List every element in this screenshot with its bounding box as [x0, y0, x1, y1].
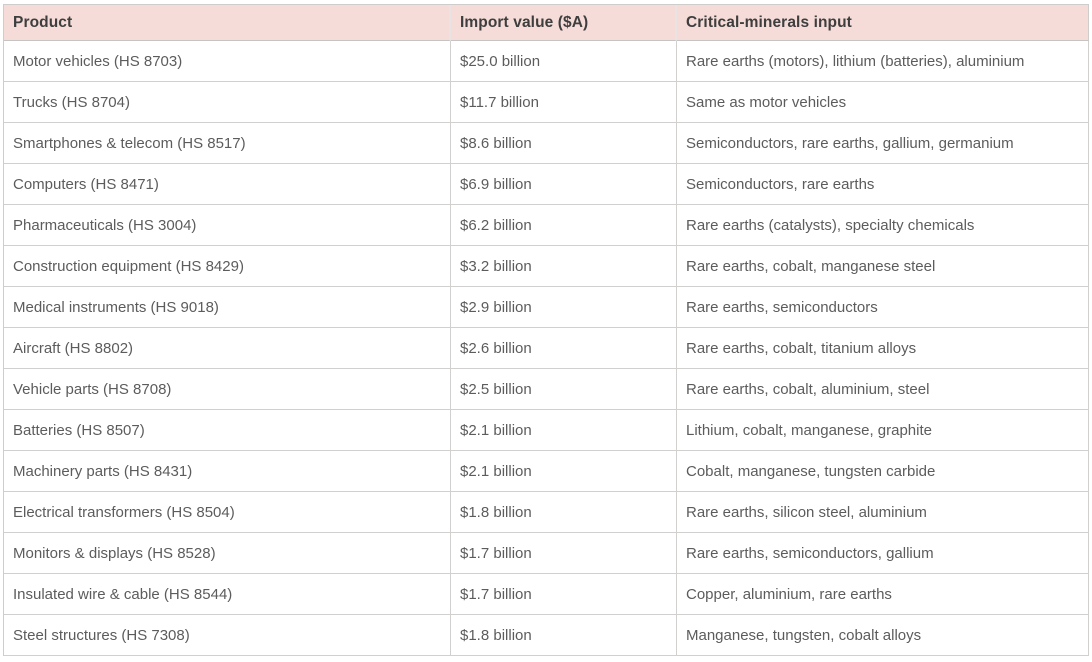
cell-import-value: $2.1 billion — [451, 410, 677, 451]
cell-product: Aircraft (HS 8802) — [4, 328, 451, 369]
cell-product: Motor vehicles (HS 8703) — [4, 41, 451, 82]
table-row: Medical instruments (HS 9018) $2.9 billio… — [4, 287, 1089, 328]
cell-minerals: Semiconductors, rare earths — [677, 164, 1089, 205]
cell-minerals: Rare earths, cobalt, titanium alloys — [677, 328, 1089, 369]
cell-minerals: Lithium, cobalt, manganese, graphite — [677, 410, 1089, 451]
cell-import-value: $8.6 billion — [451, 123, 677, 164]
column-header-minerals-input: Critical-minerals input — [677, 5, 1089, 41]
cell-minerals: Semiconductors, rare earths, gallium, ge… — [677, 123, 1089, 164]
table-row: Pharmaceuticals (HS 3004) $6.2 billion Rar… — [4, 205, 1089, 246]
cell-import-value: $2.1 billion — [451, 451, 677, 492]
column-header-product: Product — [4, 5, 451, 41]
cell-product: Monitors & displays (HS 8528) — [4, 533, 451, 574]
cell-import-value: $1.7 billion — [451, 574, 677, 615]
cell-product: Insulated wire & cable (HS 8544) — [4, 574, 451, 615]
cell-product: Medical instruments (HS 9018) — [4, 287, 451, 328]
cell-product: Batteries (HS 8507) — [4, 410, 451, 451]
table-row: Machinery parts (HS 8431) $2.1 billion Cob… — [4, 451, 1089, 492]
cell-minerals: Rare earths, semiconductors — [677, 287, 1089, 328]
cell-minerals: Cobalt, manganese, tungsten carbide — [677, 451, 1089, 492]
critical-minerals-imports-table: Product Import value ($A) Critical-miner… — [3, 4, 1089, 656]
imports-table-container: Product Import value ($A) Critical-miner… — [3, 4, 1089, 656]
cell-product: Construction equipment (HS 8429) — [4, 246, 451, 287]
cell-minerals: Copper, aluminium, rare earths — [677, 574, 1089, 615]
cell-import-value: $2.5 billion — [451, 369, 677, 410]
cell-product: Steel structures (HS 7308) — [4, 615, 451, 656]
table-row: Motor vehicles (HS 8703) $25.0 billion Rar… — [4, 41, 1089, 82]
cell-import-value: $3.2 billion — [451, 246, 677, 287]
column-header-import-value: Import value ($A) — [451, 5, 677, 41]
cell-product: Computers (HS 8471) — [4, 164, 451, 205]
cell-product: Smartphones & telecom (HS 8517) — [4, 123, 451, 164]
cell-minerals: Rare earths, cobalt, manganese steel — [677, 246, 1089, 287]
cell-minerals: Rare earths (motors), lithium (batteries… — [677, 41, 1089, 82]
cell-product: Machinery parts (HS 8431) — [4, 451, 451, 492]
cell-import-value: $1.8 billion — [451, 615, 677, 656]
cell-import-value: $1.8 billion — [451, 492, 677, 533]
cell-minerals: Manganese, tungsten, cobalt alloys — [677, 615, 1089, 656]
cell-minerals: Rare earths, cobalt, aluminium, steel — [677, 369, 1089, 410]
cell-import-value: $6.2 billion — [451, 205, 677, 246]
cell-import-value: $6.9 billion — [451, 164, 677, 205]
table-row: Computers (HS 8471) $6.9 billion Semicondu… — [4, 164, 1089, 205]
cell-import-value: $25.0 billion — [451, 41, 677, 82]
table-body: Motor vehicles (HS 8703) $25.0 billion Rar… — [4, 41, 1089, 656]
table-row: Construction equipment (HS 8429) $3.2 bil… — [4, 246, 1089, 287]
cell-minerals: Rare earths, silicon steel, aluminium — [677, 492, 1089, 533]
cell-minerals: Rare earths (catalysts), specialty chemi… — [677, 205, 1089, 246]
cell-import-value: $11.7 billion — [451, 82, 677, 123]
cell-product: Pharmaceuticals (HS 3004) — [4, 205, 451, 246]
table-row: Batteries (HS 8507) $2.1 billion Lithium, … — [4, 410, 1089, 451]
cell-import-value: $2.6 billion — [451, 328, 677, 369]
cell-product: Vehicle parts (HS 8708) — [4, 369, 451, 410]
cell-minerals: Same as motor vehicles — [677, 82, 1089, 123]
cell-product: Trucks (HS 8704) — [4, 82, 451, 123]
cell-minerals: Rare earths, semiconductors, gallium — [677, 533, 1089, 574]
table-row: Electrical transformers (HS 8504) $1.8 bi… — [4, 492, 1089, 533]
table-row: Trucks (HS 8704) $11.7 billion Same as mot… — [4, 82, 1089, 123]
table-row: Smartphones & telecom (HS 8517) $8.6 bill… — [4, 123, 1089, 164]
cell-product: Electrical transformers (HS 8504) — [4, 492, 451, 533]
table-row: Insulated wire & cable (HS 8544) $1.7 bil… — [4, 574, 1089, 615]
header-row: Product Import value ($A) Critical-miner… — [4, 5, 1089, 41]
table-row: Monitors & displays (HS 8528) $1.7 billio… — [4, 533, 1089, 574]
table-header: Product Import value ($A) Critical-miner… — [4, 5, 1089, 41]
cell-import-value: $2.9 billion — [451, 287, 677, 328]
table-row: Aircraft (HS 8802) $2.6 billion Rare earth… — [4, 328, 1089, 369]
cell-import-value: $1.7 billion — [451, 533, 677, 574]
table-row: Steel structures (HS 7308) $1.8 billion Ma… — [4, 615, 1089, 656]
table-row: Vehicle parts (HS 8708) $2.5 billion Rare … — [4, 369, 1089, 410]
